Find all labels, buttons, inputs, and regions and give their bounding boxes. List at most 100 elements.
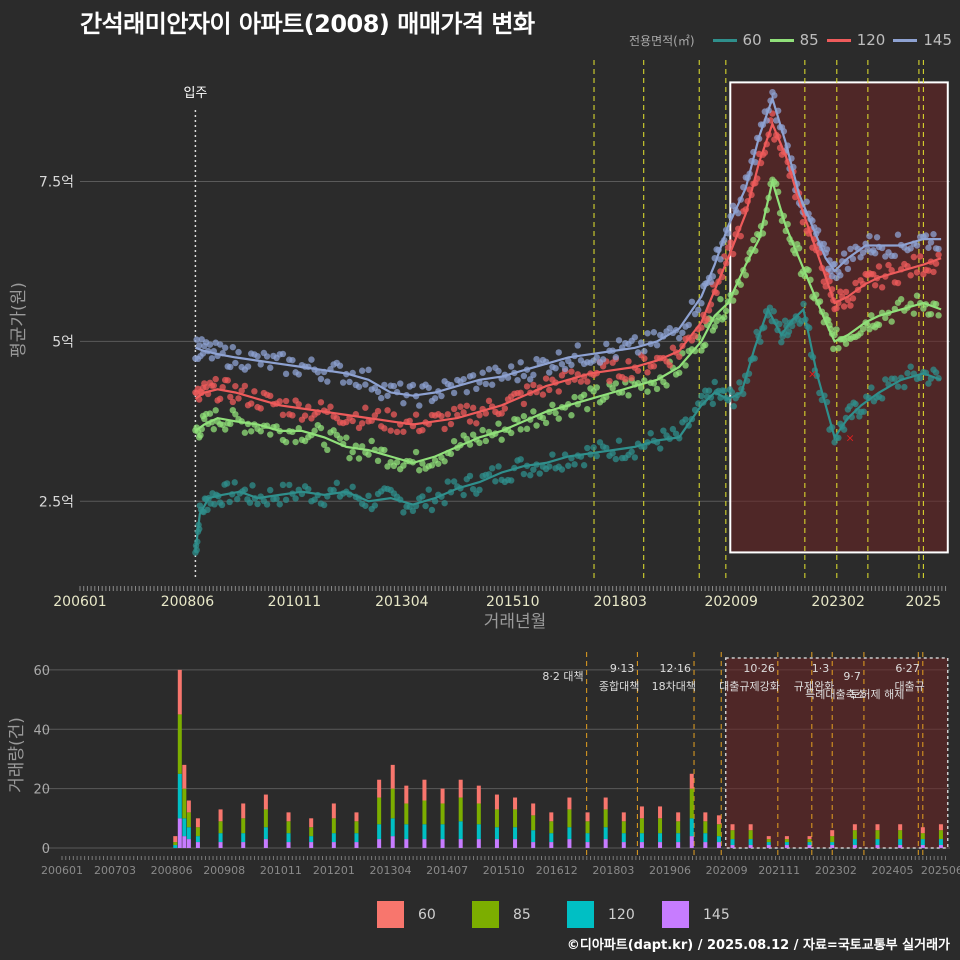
bar-x-tick-label: 200806: [151, 864, 193, 877]
scatter-point-85: [450, 437, 458, 445]
scatter-point-85: [910, 310, 918, 317]
scatter-point-120: [267, 392, 274, 400]
volume-bar-60: [422, 779, 427, 801]
legend-label-60: 60: [742, 31, 762, 49]
scatter-point-85: [222, 426, 229, 433]
scatter-point-85: [320, 441, 328, 448]
scatter-point-120: [498, 410, 505, 417]
scatter-point-85: [419, 460, 426, 467]
scatter-point-145: [520, 372, 528, 380]
scatter-point-120: [460, 409, 467, 416]
scatter-point-145: [891, 252, 899, 260]
volume-bar-60: [309, 818, 314, 828]
scatter-point-120: [412, 411, 420, 418]
bar-highlight-box: [724, 657, 949, 849]
volume-bar-120: [241, 833, 246, 843]
volume-bar-60: [784, 836, 789, 840]
scatter-point-85: [722, 307, 730, 315]
scatter-point-85: [292, 438, 299, 446]
scatter-point-145: [416, 402, 423, 409]
bar-x-tick-label: 201803: [592, 864, 634, 877]
volume-bar-60: [186, 800, 191, 813]
scatter-point-60: [757, 338, 764, 345]
scatter-point-60: [330, 487, 337, 494]
scatter-point-120: [355, 424, 363, 432]
volume-bar-60: [476, 785, 481, 804]
scatter-point-120: [842, 288, 850, 296]
volume-bar-120: [639, 833, 644, 843]
scatter-point-120: [837, 288, 844, 295]
volume-bar-120: [898, 839, 903, 846]
scatter-point-85: [324, 446, 331, 454]
bar-y-tick-label: 0: [42, 842, 50, 857]
scatter-point-145: [362, 381, 369, 388]
scatter-point-85: [428, 462, 436, 469]
scatter-point-120: [727, 239, 734, 246]
scatter-point-120: [441, 425, 448, 433]
scatter-point-120: [641, 355, 648, 362]
volume-bar-145: [494, 839, 499, 848]
outlier-mark: ×: [808, 367, 817, 380]
legend-item-60: 60: [712, 31, 762, 49]
scatter-point-145: [485, 366, 493, 373]
scatter-point-145: [336, 362, 344, 369]
scatter-point-120: [847, 302, 854, 309]
volume-bar-60: [703, 812, 708, 822]
scatter-point-60: [868, 384, 875, 391]
scatter-point-120: [202, 383, 210, 391]
scatter-point-145: [922, 232, 930, 239]
volume-bar-120: [784, 842, 789, 846]
volume-bar-60: [241, 803, 246, 819]
volume-bar-145: [658, 842, 663, 848]
scatter-point-60: [254, 500, 261, 508]
scatter-point-85: [729, 297, 737, 304]
volume-bar-85: [852, 830, 857, 840]
volume-bar-60: [730, 824, 735, 831]
y-tick-label: 5억: [52, 334, 74, 350]
scatter-point-85: [282, 438, 290, 446]
scatter-point-145: [438, 392, 445, 400]
scatter-point-85: [702, 341, 709, 349]
scatter-point-60: [916, 374, 924, 382]
scatter-point-120: [469, 404, 477, 412]
scatter-point-145: [907, 245, 914, 252]
volume-bar-145: [404, 839, 409, 848]
scatter-point-85: [742, 271, 750, 279]
volume-bar-85: [476, 803, 481, 825]
scatter-point-145: [425, 384, 432, 391]
scatter-point-145: [358, 367, 366, 374]
scatter-point-120: [520, 400, 528, 408]
scatter-point-60: [517, 456, 524, 463]
scatter-point-85: [552, 409, 559, 417]
scatter-point-60: [776, 320, 783, 328]
scatter-point-60: [852, 400, 859, 408]
volume-bar-145: [766, 845, 771, 848]
policy-date-label: 12·16: [660, 662, 692, 675]
scatter-point-85: [346, 454, 353, 462]
scatter-point-145: [339, 379, 347, 386]
x-tick-label: 200806: [161, 594, 215, 610]
scatter-point-120: [501, 405, 509, 412]
scatter-point-145: [679, 329, 686, 336]
scatter-point-60: [593, 452, 601, 460]
volume-bar-60: [766, 836, 771, 840]
scatter-point-85: [830, 345, 837, 353]
volume-legend: 60 85 120 145: [377, 901, 757, 928]
y-axis-title: 평균가(원): [9, 282, 29, 358]
scatter-point-60: [527, 471, 534, 479]
bar-x-tick-label: 201510: [483, 864, 525, 877]
scatter-point-120: [840, 303, 848, 310]
scatter-point-85: [311, 427, 318, 434]
volume-bar-60: [494, 794, 499, 810]
scatter-point-120: [229, 398, 237, 406]
scatter-point-60: [711, 378, 718, 386]
scatter-point-60: [657, 445, 664, 452]
scatter-point-145: [599, 356, 607, 363]
scatter-point-120: [327, 403, 334, 410]
scatter-point-120: [289, 412, 296, 419]
scatter-point-120: [238, 387, 245, 394]
volume-bar-120: [422, 824, 427, 840]
volume-bar-85: [549, 821, 554, 834]
volume-bar-145: [186, 839, 191, 848]
volume-bar-145: [531, 842, 536, 848]
